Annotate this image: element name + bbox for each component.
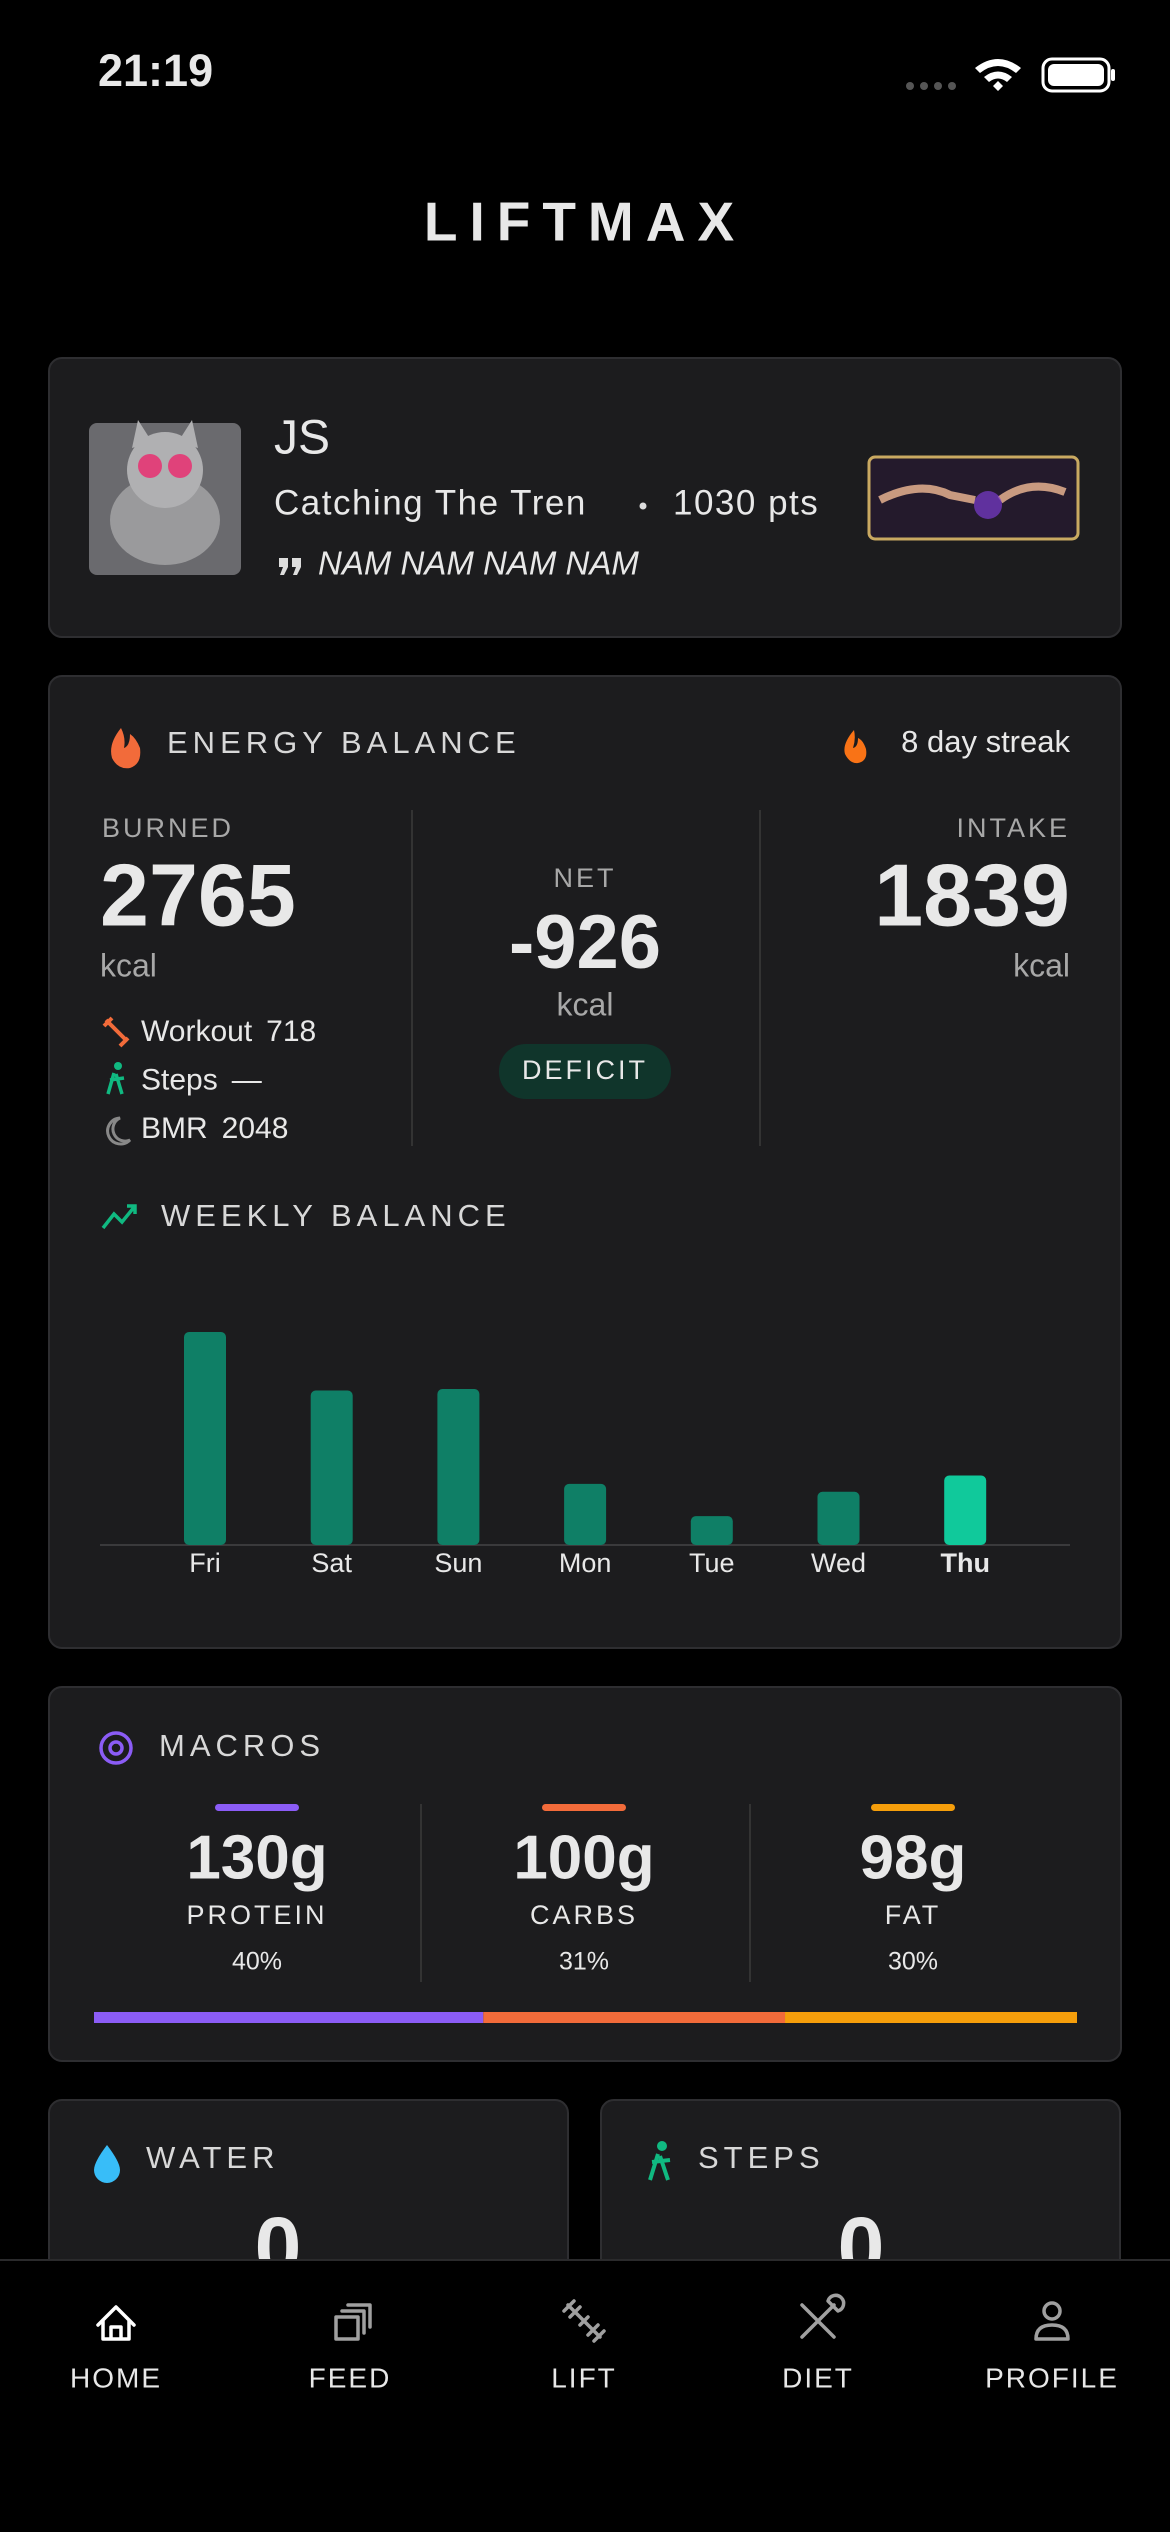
burn-row: Steps —: [141, 1063, 262, 1096]
status-time: 21:19: [98, 45, 213, 96]
macros-title: MACROS: [159, 1728, 325, 1763]
burn-row-label: Steps: [141, 1063, 218, 1096]
x-tick-label: Thu: [940, 1548, 989, 1578]
macro-bar-segment: [94, 2012, 484, 2023]
x-tick-label: Sat: [311, 1548, 352, 1578]
streak-icon: [844, 730, 867, 764]
macros-card: [48, 1686, 1122, 2062]
tab-label: FEED: [309, 2362, 392, 2393]
bar: [184, 1332, 226, 1545]
tab-icon: [96, 2305, 136, 2341]
profile-quote: NAM NAM NAM NAM: [318, 545, 639, 582]
energy-icon: [111, 728, 141, 769]
burned-label: BURNED: [102, 813, 234, 843]
net-status: DEFICIT: [522, 1055, 648, 1085]
macro-bar-segment: [483, 2012, 786, 2023]
profile-card[interactable]: [48, 357, 1122, 638]
macro-label: PROTEIN: [186, 1900, 327, 1930]
macro-accent: [542, 1804, 626, 1811]
intake-value: 1839: [874, 845, 1070, 944]
separator-dot: [639, 502, 647, 510]
burn-row: BMR 2048: [141, 1112, 288, 1145]
steps-icon-small: [106, 1062, 125, 1095]
tab-icon: [562, 2299, 606, 2343]
tab-label: LIFT: [551, 2362, 617, 2393]
x-tick-label: Fri: [189, 1548, 220, 1578]
burn-row: Workout 718: [141, 1015, 316, 1048]
bar: [437, 1389, 480, 1545]
water-icon: [94, 2145, 120, 2183]
macro-value: 100g: [513, 1823, 654, 1892]
bar: [310, 1390, 353, 1545]
bar: [564, 1483, 607, 1545]
tab[interactable]: FEED: [309, 2303, 392, 2393]
macro-value: 130g: [186, 1823, 327, 1892]
weekly-icon: [101, 1204, 137, 1230]
avatar: [89, 420, 241, 575]
net-label: NET: [554, 863, 617, 893]
app-title: LIFTMAX: [424, 191, 746, 253]
macro-value: 98g: [860, 1823, 967, 1892]
x-tick-label: Sun: [434, 1548, 482, 1578]
macro-label: FAT: [885, 1900, 942, 1930]
streak: 8 day streak: [901, 724, 1070, 759]
burn-row-value: —: [232, 1063, 262, 1096]
burn-row-value: 2048: [222, 1112, 289, 1145]
bar: [944, 1475, 987, 1545]
macros-icon: [99, 1731, 133, 1765]
tab-icon: [334, 2303, 372, 2341]
water-title: WATER: [146, 2140, 280, 2175]
burn-row-value: 718: [266, 1015, 316, 1048]
x-tick-label: Wed: [811, 1548, 866, 1578]
workout-icon: [102, 1016, 130, 1048]
deficit-pill: [499, 1044, 671, 1099]
profile-points: 1030 pts: [673, 483, 819, 522]
macro-accent: [215, 1804, 299, 1811]
status-icons: [906, 57, 1115, 93]
profile-name: JS: [274, 412, 330, 465]
weekly-title: WEEKLY BALANCE: [161, 1198, 511, 1233]
tab[interactable]: HOME: [70, 2305, 162, 2393]
macro-percent: 40%: [232, 1948, 282, 1976]
tab-icon: [800, 2293, 846, 2339]
burned-value: 2765: [100, 845, 296, 944]
burn-row-label: BMR: [141, 1112, 208, 1145]
x-tick-label: Tue: [689, 1548, 735, 1578]
profile-badge[interactable]: [867, 455, 1080, 541]
bar: [690, 1516, 733, 1545]
quote-icon: [279, 558, 301, 575]
macro-accent: [871, 1804, 955, 1811]
tab[interactable]: PROFILE: [985, 2301, 1119, 2393]
net-value: -926: [509, 900, 661, 985]
steps-icon: [648, 2141, 671, 2181]
energy-title: ENERGY BALANCE: [167, 725, 521, 760]
net-unit: kcal: [557, 986, 614, 1022]
macro-label: CARBS: [530, 1900, 638, 1930]
profile-rank: Catching The Tren: [274, 483, 587, 522]
tab-label: PROFILE: [985, 2362, 1119, 2393]
macro-percent: 30%: [888, 1948, 938, 1976]
tab[interactable]: DIET: [782, 2293, 854, 2393]
tab-icon: [1034, 2301, 1070, 2341]
burned-unit: kcal: [100, 947, 157, 983]
tab-bar: [0, 2260, 1170, 2532]
intake-unit: kcal: [1013, 947, 1070, 983]
bar: [817, 1491, 860, 1545]
tab[interactable]: LIFT: [551, 2299, 617, 2393]
intake-label: INTAKE: [956, 813, 1070, 843]
tab-label: DIET: [782, 2362, 854, 2393]
macro-bar-segment: [785, 2012, 1077, 2023]
x-tick-label: Mon: [559, 1548, 612, 1578]
steps-title: STEPS: [698, 2140, 825, 2175]
burn-row-label: Workout: [141, 1015, 253, 1048]
bmr-icon: [106, 1116, 132, 1146]
tab-label: HOME: [70, 2362, 162, 2393]
macro-percent: 31%: [559, 1948, 609, 1976]
